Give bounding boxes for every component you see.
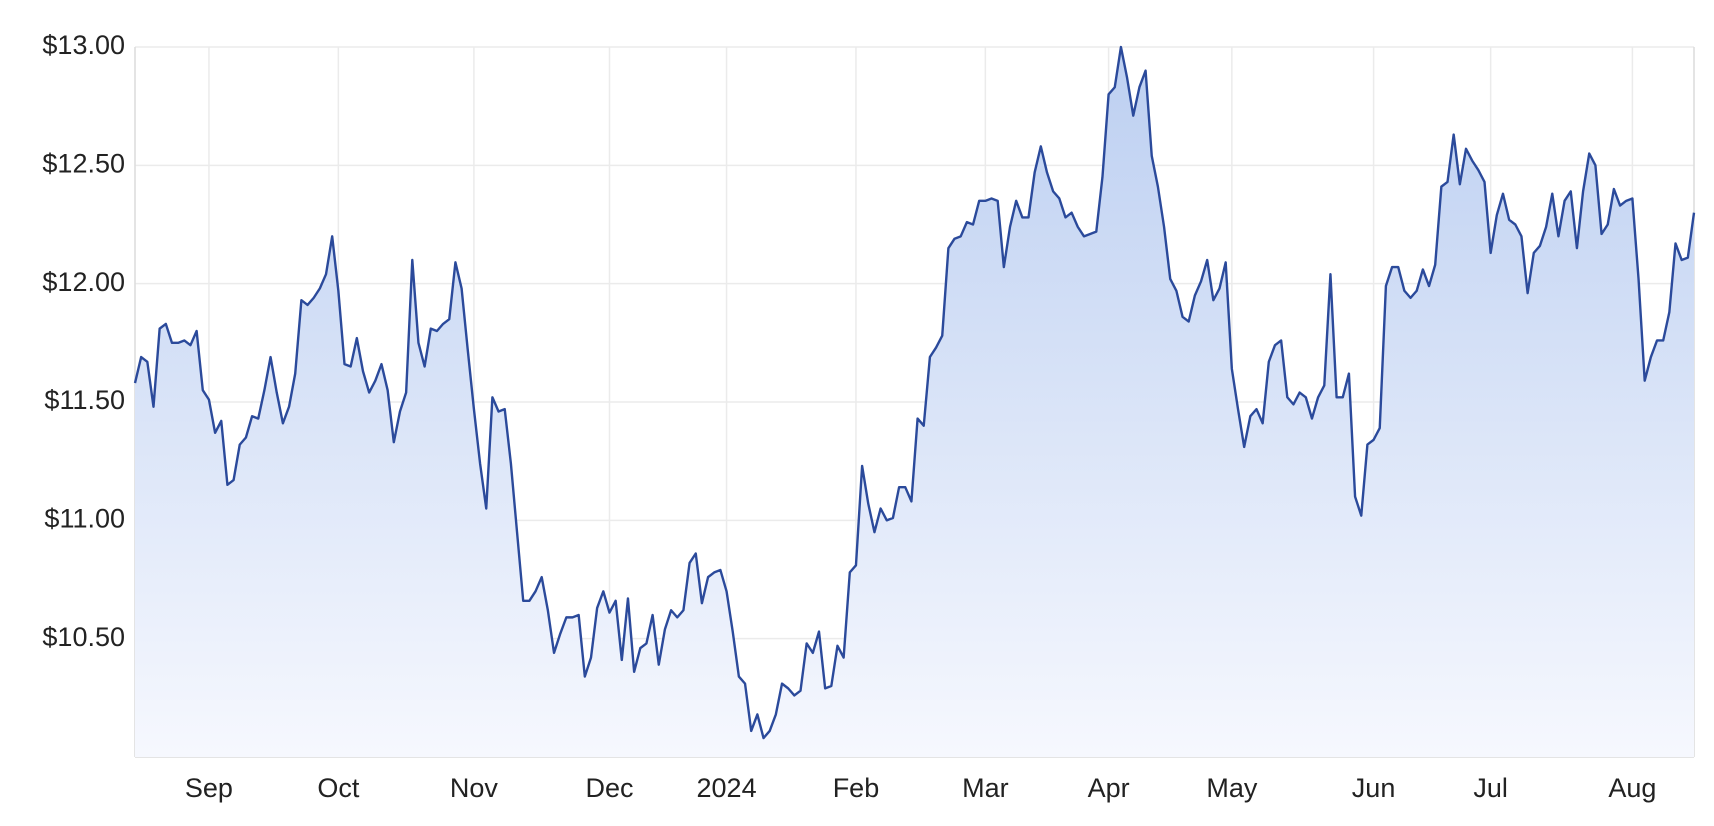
x-tick-label: Oct <box>317 773 360 803</box>
x-tick-label: Jul <box>1473 773 1508 803</box>
x-tick-label: 2024 <box>697 773 757 803</box>
y-tick-label: $12.00 <box>42 267 125 297</box>
x-tick-label: Dec <box>585 773 633 803</box>
x-tick-label: Apr <box>1088 773 1130 803</box>
x-tick-label: Nov <box>450 773 499 803</box>
y-tick-label: $11.00 <box>44 503 125 533</box>
y-tick-label: $10.50 <box>42 622 125 652</box>
x-tick-label: Sep <box>185 773 233 803</box>
y-tick-label: $12.50 <box>42 148 125 178</box>
line <box>133 45 1696 740</box>
x-tick-label: Mar <box>962 773 1009 803</box>
x-tick-label: May <box>1206 773 1258 803</box>
y-tick-label: $11.50 <box>44 385 125 415</box>
x-tick-label: Aug <box>1608 773 1656 803</box>
x-tick-label: Jun <box>1352 773 1396 803</box>
x-tick-label: Feb <box>833 773 880 803</box>
area <box>135 47 1694 757</box>
y-tick-label: $13.00 <box>42 30 125 60</box>
